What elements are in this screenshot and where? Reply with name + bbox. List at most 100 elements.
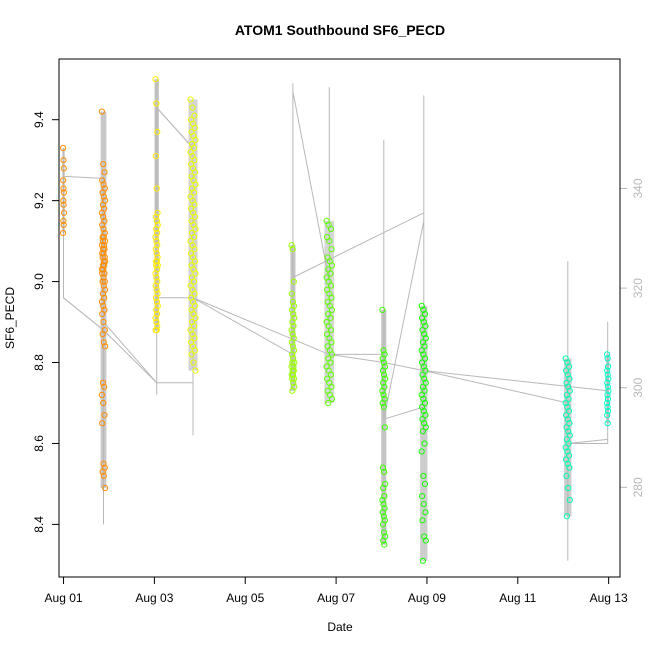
data-point [604, 399, 611, 407]
data-point [100, 282, 107, 289]
data-point [562, 444, 569, 451]
data-point [289, 246, 296, 253]
data-point [153, 262, 160, 269]
data-point [191, 290, 198, 297]
data-point [328, 383, 335, 390]
data-point [422, 335, 429, 342]
secondary-segment-2 [156, 297, 608, 392]
data-point [418, 448, 425, 455]
data-point [289, 387, 296, 394]
data-point [154, 229, 161, 237]
data-point [420, 318, 427, 326]
data-point [191, 302, 199, 309]
data-point [153, 318, 160, 326]
data-point [152, 314, 159, 322]
data-point [60, 209, 68, 216]
data-point [380, 379, 387, 386]
secondary-series [62, 79, 610, 561]
data-point [418, 391, 425, 398]
data-point [420, 363, 427, 370]
data-point [604, 351, 611, 358]
x-tick-label: Aug 01 [45, 591, 83, 605]
data-point [419, 557, 426, 564]
data-point [327, 270, 334, 277]
data-point [566, 464, 573, 471]
data-point [604, 371, 611, 378]
data-point [98, 108, 106, 115]
data-point [420, 472, 427, 479]
data-point [565, 452, 573, 459]
data-point [381, 541, 388, 548]
x-axis-label: Date [327, 620, 353, 634]
data-point [290, 310, 297, 318]
data-point [289, 359, 296, 366]
data-point [190, 234, 198, 241]
data-point [154, 323, 161, 330]
data-point [421, 355, 429, 362]
data-point [99, 238, 107, 245]
data-point [564, 359, 571, 366]
data-point [154, 242, 161, 249]
data-point [99, 177, 106, 184]
data-point [565, 395, 572, 402]
data-point [381, 371, 388, 378]
data-point [328, 351, 336, 358]
data-point [289, 375, 296, 382]
secondary-trace [63, 83, 609, 561]
data-point [566, 387, 573, 394]
data-point [381, 468, 388, 475]
data-point [419, 314, 426, 322]
data-point [604, 355, 611, 362]
data-point [422, 424, 429, 431]
data-point [153, 238, 160, 245]
data-point [191, 112, 198, 119]
data-point [289, 306, 296, 313]
data-point [562, 355, 569, 362]
data-point [564, 416, 571, 423]
data-point [154, 310, 161, 318]
data-point [100, 339, 107, 346]
data-point [418, 347, 425, 354]
data-point [98, 209, 106, 216]
data-point [379, 521, 387, 528]
data-point [422, 509, 429, 516]
data-point [380, 359, 387, 366]
data-point [100, 250, 107, 257]
data-point [327, 371, 334, 378]
data-point [153, 258, 160, 265]
data-point [565, 383, 572, 390]
data-point [328, 339, 335, 346]
data-point [154, 221, 161, 228]
data-point [421, 387, 428, 394]
data-point [153, 298, 160, 305]
data-point [327, 327, 334, 334]
data-point [422, 323, 429, 330]
data-point [289, 351, 296, 358]
data-point [190, 323, 198, 330]
data-point [290, 379, 297, 386]
data-point [190, 144, 198, 152]
secondary-segment-6 [567, 438, 608, 444]
data-point [328, 262, 336, 269]
data-point [605, 387, 612, 394]
right-tick-label: 280 [631, 477, 645, 497]
data-point [99, 290, 107, 297]
data-point [605, 408, 612, 415]
data-point [154, 266, 161, 273]
data-point [563, 379, 570, 386]
data-point [565, 484, 572, 492]
data-point [421, 331, 428, 338]
data-point [605, 375, 612, 382]
data-point [100, 318, 107, 326]
data-point [100, 213, 107, 220]
data-point [421, 310, 429, 318]
y-axis-label: SF6_PECD [3, 287, 17, 349]
right-tick-label: 300 [631, 377, 645, 397]
data-point [152, 153, 159, 160]
data-point [101, 383, 108, 390]
data-point [290, 363, 297, 370]
data-point [422, 412, 429, 419]
data-point [380, 391, 387, 398]
right-tick-label: 320 [631, 278, 645, 298]
data-point [328, 395, 336, 402]
